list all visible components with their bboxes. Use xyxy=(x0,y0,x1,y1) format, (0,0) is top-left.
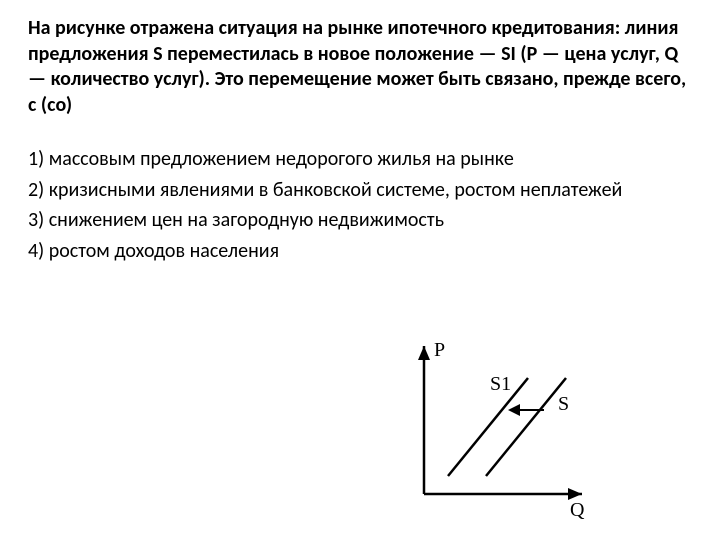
s1-curve-label: S1 xyxy=(490,373,511,395)
s-curve-label: S xyxy=(558,393,569,415)
s1-curve xyxy=(448,378,528,476)
option-1: 1) массовым предложением недорогого жиль… xyxy=(28,146,692,172)
option-4: 4) ростом доходов населения xyxy=(28,238,692,264)
q-axis-label: Q xyxy=(570,499,585,520)
answer-options: 1) массовым предложением недорогого жиль… xyxy=(28,146,692,264)
supply-shift-chart: P Q S S1 xyxy=(400,340,600,520)
p-axis-label: P xyxy=(434,340,445,361)
question-text: На рисунке отражена ситуация на рынке ип… xyxy=(28,16,692,118)
option-2: 2) кризисными явлениями в банковской сис… xyxy=(28,177,692,203)
p-axis-arrow xyxy=(418,346,430,360)
shift-arrow-head xyxy=(508,404,520,416)
option-3: 3) снижением цен на загородную недвижимо… xyxy=(28,207,692,233)
